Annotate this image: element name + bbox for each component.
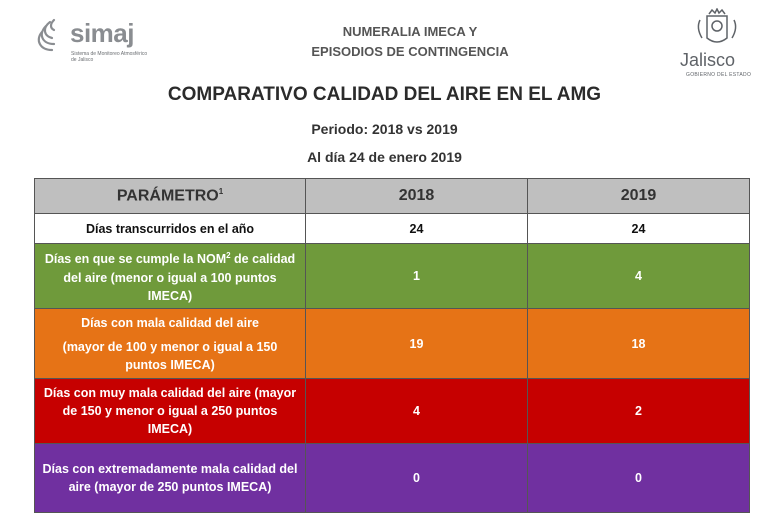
table-row: Días transcurridos en el año 24 24 — [34, 213, 750, 244]
simaj-logo-subtitle: Sistema de Monitoreo Atmosférico de Jali… — [71, 51, 148, 63]
value-2019: 4 — [527, 243, 750, 309]
comparison-table: PARÁMETRO1 2018 2019 Días transcurridos … — [34, 178, 750, 513]
jalisco-logo-name: Jalisco — [680, 50, 736, 70]
coat-of-arms-icon — [697, 8, 737, 43]
value-2018: 24 — [305, 213, 528, 244]
value-2019: 24 — [527, 213, 750, 244]
table-row: Días con muy mala calidad del aire (mayo… — [34, 378, 750, 444]
header-parameter: PARÁMETRO1 — [34, 178, 306, 214]
date-label: Al día 24 de enero 2019 — [307, 149, 462, 165]
header-line-1: NUMERALIA IMECA Y — [342, 24, 478, 39]
header-line-2: EPISODIOS DE CONTINGENCIA — [311, 44, 509, 59]
row-label: Días con extremadamente mala calidad del… — [34, 443, 306, 513]
value-2018: 1 — [305, 243, 528, 309]
table-row: Días con mala calidad del aire (mayor de… — [34, 308, 750, 379]
table-row: Días en que se cumple la NOM2 de calidad… — [34, 243, 750, 309]
table-header-row: PARÁMETRO1 2018 2019 — [34, 178, 750, 214]
simaj-logo: simaj Sistema de Monitoreo Atmosférico d… — [32, 14, 152, 66]
row-label: Días transcurridos en el año — [34, 213, 306, 244]
value-2019: 0 — [527, 443, 750, 513]
value-2019: 18 — [527, 308, 750, 379]
value-2018: 0 — [305, 443, 528, 513]
simaj-swirl-icon — [37, 18, 56, 52]
table-row: Días con extremadamente mala calidad del… — [34, 443, 750, 513]
simaj-logo-name: simaj — [70, 18, 135, 48]
value-2019: 2 — [527, 378, 750, 444]
header-2018: 2018 — [305, 178, 528, 214]
row-label: Días con mala calidad del aire (mayor de… — [34, 308, 306, 379]
period-label: Periodo: 2018 vs 2019 — [311, 121, 458, 137]
row-label: Días en que se cumple la NOM2 de calidad… — [34, 243, 306, 309]
jalisco-logo-subtitle: GOBIERNO DEL ESTADO — [686, 72, 752, 78]
header-text: NUMERALIA IMECA Y EPISODIOS DE CONTINGEN… — [250, 22, 570, 62]
row-label: Días con muy mala calidad del aire (mayo… — [34, 378, 306, 444]
page-title: COMPARATIVO CALIDAD DEL AIRE EN EL AMG — [167, 84, 602, 105]
header-2019: 2019 — [527, 178, 750, 214]
value-2018: 4 — [305, 378, 528, 444]
jalisco-logo: Jalisco GOBIERNO DEL ESTADO — [672, 8, 762, 80]
value-2018: 19 — [305, 308, 528, 379]
